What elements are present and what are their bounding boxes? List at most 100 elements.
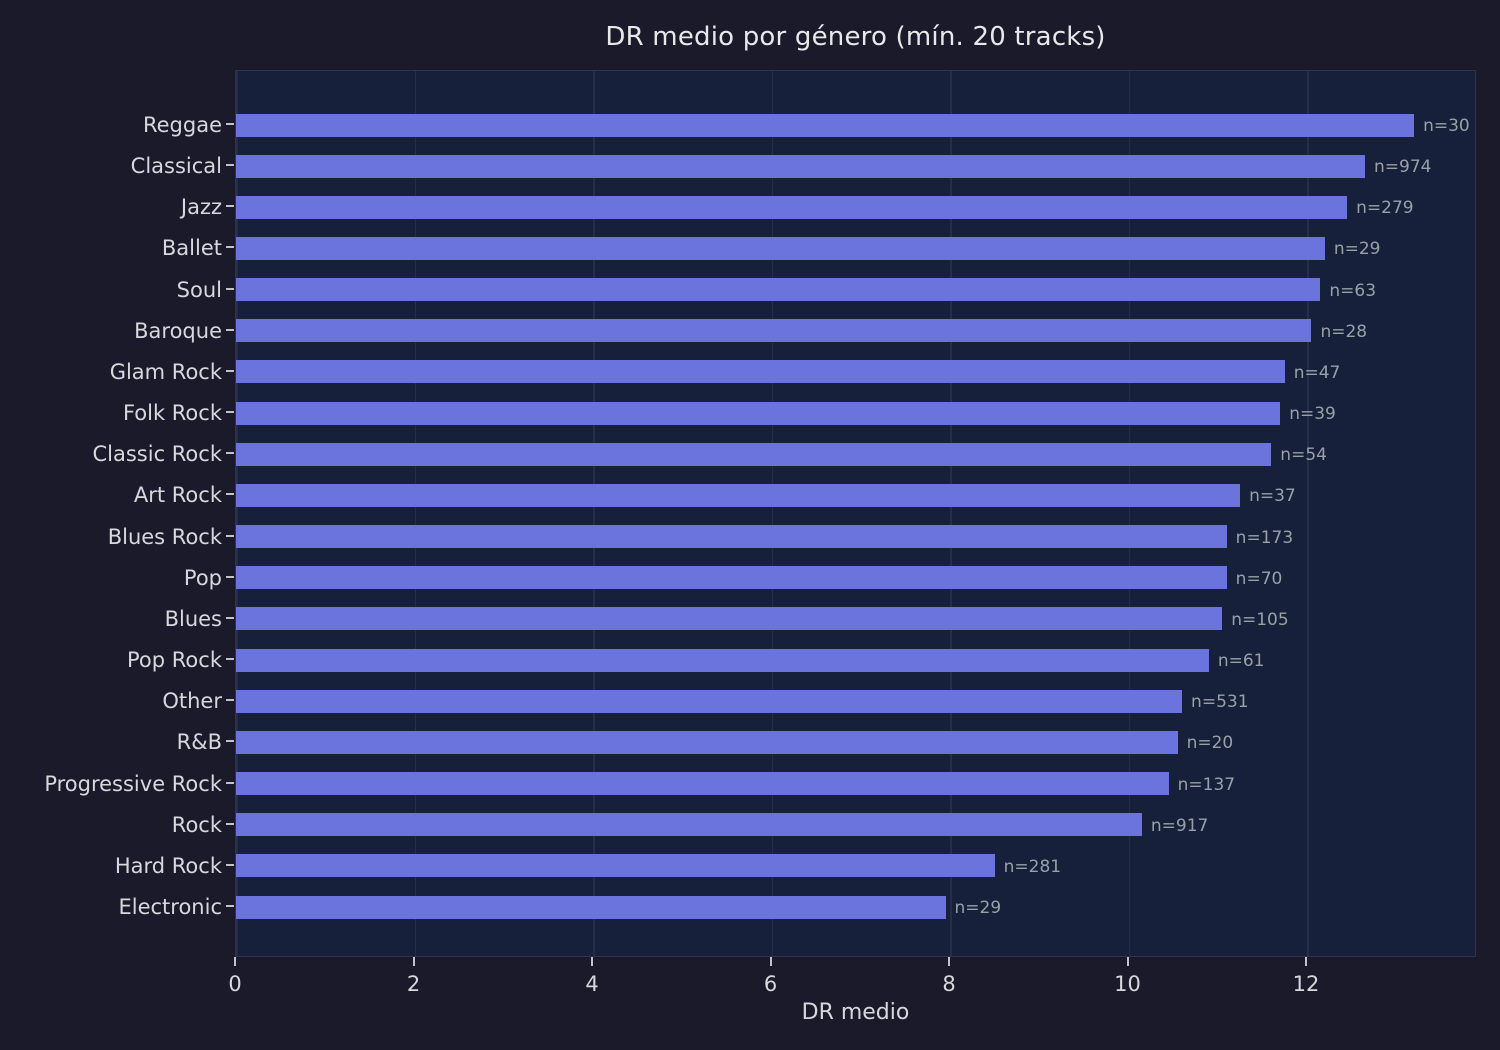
bar [236,401,1281,425]
bar-value-label: n=37 [1249,486,1296,507]
bar-value-label: n=173 [1235,527,1294,548]
plot-area: n=30 n=974 n=279 n=29 n=63 n=28 n=47 n=39 n=54 n=… [235,70,1476,957]
bar-value-label: n=61 [1217,651,1265,672]
bar-value-label: n=279 [1356,198,1414,219]
bar [236,195,1348,219]
y-tick-mark [226,740,234,743]
bar [236,113,1415,137]
y-axis-label: R&B [176,730,222,755]
bar [236,854,995,878]
bar [236,772,1169,796]
x-tick-label: 10 [1114,972,1141,996]
bar-value-label: n=47 [1293,362,1341,383]
bar-value-label: n=29 [954,898,1002,918]
gridline [414,71,416,956]
bar-value-label: n=39 [1289,404,1336,425]
y-axis-label: Classical [130,154,222,179]
y-tick-mark [226,905,234,907]
y-axis-label: Pop [183,565,222,590]
gridline [593,71,595,956]
y-tick-mark [226,123,234,125]
bar-value-label: n=54 [1280,445,1327,466]
x-tick-mark [1305,957,1307,966]
x-axis-title: DR medio [801,1000,910,1025]
bar-value-label: n=20 [1186,733,1234,754]
bar-value-label: n=63 [1329,280,1377,301]
y-axis-label: Classic Rock [92,442,222,467]
bar [236,525,1227,549]
gridline [771,71,773,956]
y-axis-label: Rock [171,812,222,837]
y-axis-label: Electronic [118,895,222,919]
y-tick-mark [226,575,234,578]
bar [236,895,946,919]
y-tick-mark [226,452,234,455]
bar-value-label: n=137 [1177,774,1236,795]
y-tick-mark [226,781,234,784]
bar-value-label: n=531 [1191,692,1249,713]
y-tick-mark [226,493,234,496]
y-tick-mark [226,699,234,702]
y-axis-label: Pop Rock [127,648,222,673]
bar [236,319,1312,343]
bar [236,566,1227,590]
bar [236,360,1285,384]
x-tick-mark [412,957,415,966]
y-tick-mark [226,369,234,372]
y-axis-label: Other [162,689,222,714]
y-axis-label: Blues Rock [107,524,222,549]
y-tick-mark [226,205,234,208]
bar [236,689,1183,713]
bar [236,442,1272,466]
chart-title: DR medio por género (mín. 20 tracks) [605,22,1106,52]
y-tick-mark [226,411,234,414]
y-tick-mark [226,246,234,249]
bar [236,278,1321,302]
bar-value-label: n=105 [1231,609,1289,630]
y-axis-label: Soul [176,277,222,302]
y-tick-mark [226,164,234,167]
y-tick-mark [226,328,234,331]
x-tick-mark [591,957,593,966]
y-tick-mark [226,534,234,537]
y-tick-mark [226,822,234,825]
x-tick-label: 0 [228,972,242,996]
y-axis-label: Blues [164,606,222,631]
bar-value-label: n=917 [1150,815,1209,836]
bar-value-label: n=30 [1423,116,1470,136]
y-axis-label: Art Rock [133,483,222,508]
bar-value-label: n=29 [1333,239,1381,260]
y-axis-label: Reggae [142,113,222,137]
bar [236,813,1142,837]
y-axis-label: Ballet [161,236,222,261]
bar-value-label: n=28 [1320,321,1368,342]
y-tick-mark [226,287,234,290]
x-tick-mark [948,957,950,966]
y-tick-mark [226,616,234,619]
bar [236,648,1209,672]
y-axis-label: Jazz [180,195,222,220]
gridline [950,71,952,956]
x-tick-label: 2 [406,972,421,996]
bar [236,236,1325,260]
bar-value-label: n=281 [1003,856,1062,877]
y-tick-mark [226,863,234,866]
y-axis-label: Hard Rock [114,853,222,878]
bar [236,607,1223,631]
gridline [1128,71,1130,956]
y-axis-label: Folk Rock [122,401,222,426]
x-tick-mark [234,957,236,966]
gridline [1307,71,1309,956]
bar [236,730,1178,754]
gridline [236,71,238,956]
x-tick-label: 12 [1292,972,1320,996]
y-axis-label: Glam Rock [109,359,222,384]
x-tick-label: 6 [763,972,778,996]
x-tick-mark [769,957,772,966]
bar [236,483,1241,507]
bar-value-label: n=974 [1374,157,1432,178]
y-axis-label: Progressive Rock [44,771,222,796]
x-tick-label: 4 [585,972,599,996]
bar-value-label: n=70 [1235,568,1283,589]
